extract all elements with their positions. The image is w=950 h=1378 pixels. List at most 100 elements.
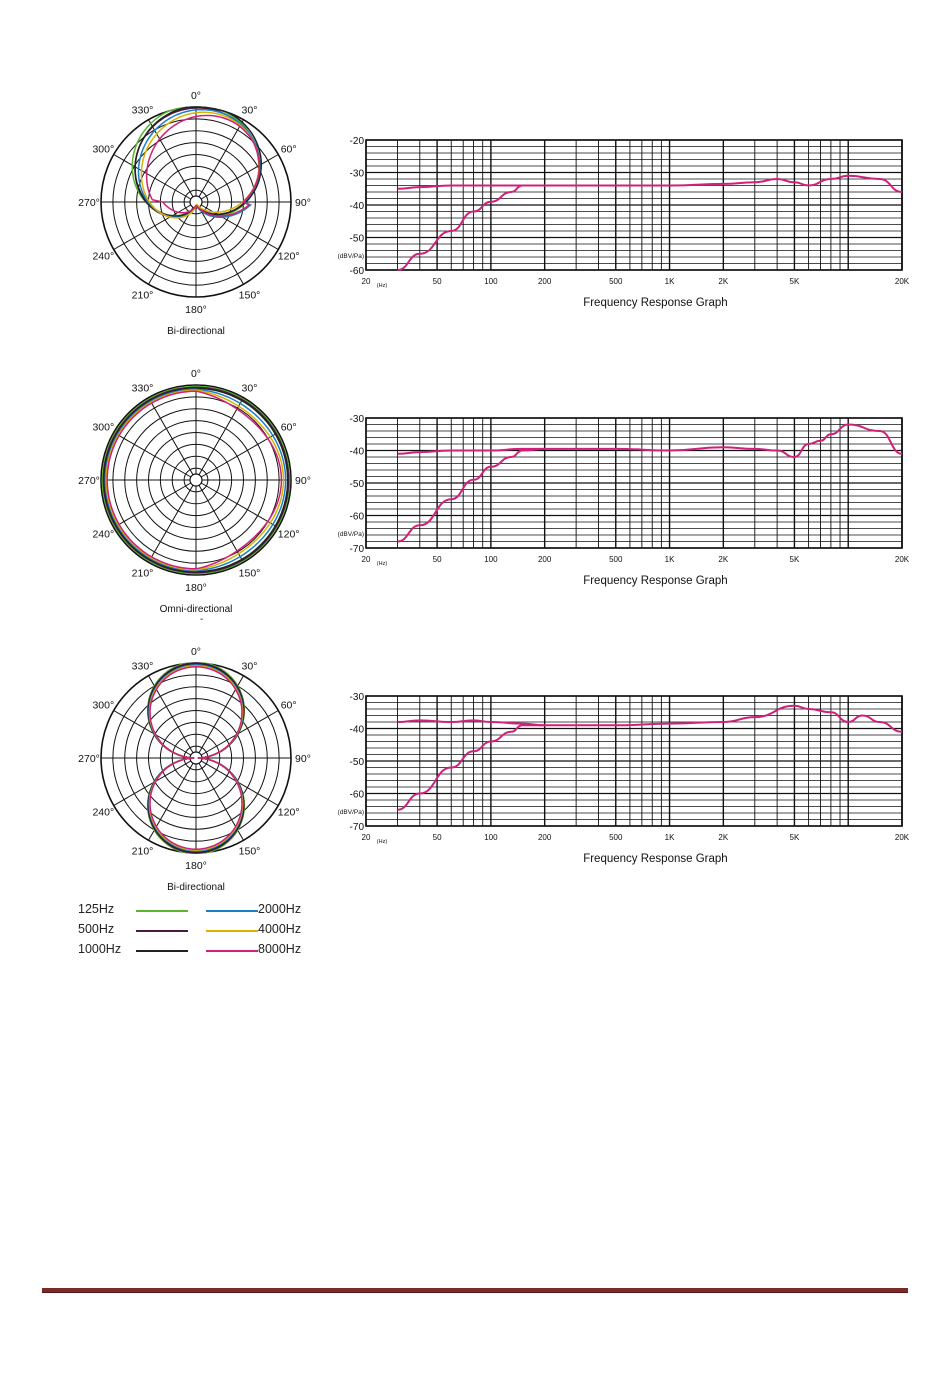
polar-spoke (200, 760, 279, 806)
legend-swatch (206, 910, 258, 913)
polar-angle-label: 270° (78, 475, 100, 487)
legend-label: 2000Hz (258, 902, 302, 916)
polar-angle-label: 210° (132, 846, 154, 858)
freq-y-tick-label: -30 (350, 169, 365, 180)
freq-x-tick-label: 2K (718, 833, 728, 842)
freq-y-tick-label: -70 (350, 822, 365, 833)
freq-plot-frame (365, 695, 903, 827)
polar-angle-label: 90° (295, 753, 311, 765)
polar-chart-bi-directional-1: 0° 30° 60° 90° 120° 150° 180° 210° 240° 270° 300° 3… (78, 90, 311, 337)
polar-angle-label: 30° (242, 382, 258, 394)
polar-angle-label: 330° (132, 382, 154, 394)
freq-y-tick-label: -60 (350, 266, 365, 277)
freq-x-tick-label: 5K (790, 277, 800, 286)
freq-x-tick-label: 1K (665, 555, 675, 564)
freq-y-unit: (dBV/Pa) (338, 253, 364, 260)
polar-series-4000hz (105, 389, 285, 571)
frequency-response-chart-2: -30 -40 -50 -60 -70 (dBV/Pa) 20 50 100 200 500 1K 2K… (338, 414, 910, 587)
freq-x-tick-label: 200 (538, 555, 552, 564)
polar-spoke (148, 206, 194, 285)
polar-chart-title: Bi-directional (167, 326, 225, 337)
polar-angle-label: 150° (239, 846, 261, 858)
polar-spoke (198, 119, 244, 198)
freq-x-tick-label: 200 (538, 833, 552, 842)
polar-spoke (113, 482, 192, 528)
polar-angle-label: 300° (92, 144, 114, 156)
polar-spoke (200, 710, 279, 756)
freq-series-line-1 (397, 704, 903, 733)
freq-series-line-2 (397, 184, 545, 271)
freq-y-tick-label: -40 (350, 201, 365, 212)
polar-angle-label: 120° (278, 251, 300, 263)
polar-spoke (113, 154, 192, 200)
polar-series-8000hz (145, 114, 261, 217)
freq-y-tick-label: -40 (350, 447, 365, 458)
freq-grid (365, 417, 903, 549)
legend-label: 8000Hz (258, 942, 302, 956)
freq-x-tick-label: 500 (609, 277, 623, 286)
freq-x-unit: (Hz) (377, 839, 388, 845)
freq-y-tick-label: -30 (350, 692, 365, 703)
chart-block-3: 0° 30° 60° 90° 120° 150° 180° 210° 240° 270° 300° 3… (0, 644, 950, 944)
polar-spoke (148, 484, 194, 563)
polar-angle-label: 90° (295, 197, 311, 209)
freq-y-tick-label: -70 (350, 544, 365, 555)
polar-angle-label: 180° (185, 582, 207, 594)
polar-series-8000hz (149, 666, 243, 850)
polar-spoke (200, 482, 279, 528)
polar-angle-label: 270° (78, 197, 100, 209)
polar-angle-label: 150° (239, 290, 261, 302)
freq-series-line-1 (397, 174, 903, 193)
legend-swatch (136, 910, 188, 913)
polar-angle-label: 270° (78, 753, 100, 765)
polar-angle-label: 60° (281, 144, 297, 156)
freq-grid (365, 695, 903, 827)
polar-grid (100, 662, 292, 854)
polar-angle-label: 0° (191, 646, 201, 658)
freq-y-tick-label: -40 (350, 725, 365, 736)
freq-x-tick-label: 5K (790, 555, 800, 564)
freq-x-unit: (Hz) (377, 561, 388, 567)
polar-chart-title: Bi-directional (167, 882, 225, 893)
polar-angle-label: 300° (92, 422, 114, 434)
polar-angle-label: 60° (281, 700, 297, 712)
polar-chart-bi-directional-2: 0° 30° 60° 90° 120° 150° 180° 210° 240° 270° 300° 3… (78, 646, 311, 893)
freq-x-tick-label: 50 (433, 277, 442, 286)
legend-label: 500Hz (78, 922, 115, 936)
freq-chart-title: Frequency Response Graph (583, 853, 727, 865)
polar-angle-label: 180° (185, 304, 207, 316)
polar-series-1000hz (103, 387, 289, 573)
legend-label: 4000Hz (258, 922, 302, 936)
freq-x-tick-label: 20K (895, 277, 910, 286)
freq-x-tick-label: 20 (362, 277, 371, 286)
polar-series-8000hz (106, 390, 283, 570)
polar-angle-label: 210° (132, 568, 154, 580)
freq-y-tick-label: -60 (350, 790, 365, 801)
legend-swatch (136, 930, 188, 933)
polar-angle-label: 300° (92, 700, 114, 712)
freq-x-tick-label: 1K (665, 833, 675, 842)
polar-spoke (148, 397, 194, 476)
freq-x-tick-label: 50 (433, 833, 442, 842)
polar-spoke (198, 206, 244, 285)
polar-chart-title: Omni-directional (160, 604, 233, 615)
polar-spoke (200, 154, 279, 200)
polar-spoke (113, 760, 192, 806)
footer-divider (42, 1288, 908, 1293)
polar-angle-label: 0° (191, 368, 201, 380)
freq-x-tick-label: 50 (433, 555, 442, 564)
polar-series-2000hz (104, 388, 287, 572)
polar-angle-label: 210° (132, 290, 154, 302)
freq-x-tick-label: 2K (718, 555, 728, 564)
freq-y-tick-label: -50 (350, 757, 365, 768)
polar-angle-label: 30° (242, 104, 258, 116)
polar-spoke (148, 119, 194, 198)
polar-spoke (113, 710, 192, 756)
freq-x-tick-label: 100 (484, 833, 498, 842)
frequency-legend: 125Hz 500Hz 1000Hz 2000Hz 4000Hz 8000Hz (78, 902, 338, 972)
freq-y-unit: (dBV/Pa) (338, 809, 364, 816)
polar-angle-label: 120° (278, 529, 300, 541)
freq-chart-title: Frequency Response Graph (583, 575, 727, 587)
freq-x-tick-label: 20 (362, 555, 371, 564)
freq-x-tick-label: 20K (895, 555, 910, 564)
